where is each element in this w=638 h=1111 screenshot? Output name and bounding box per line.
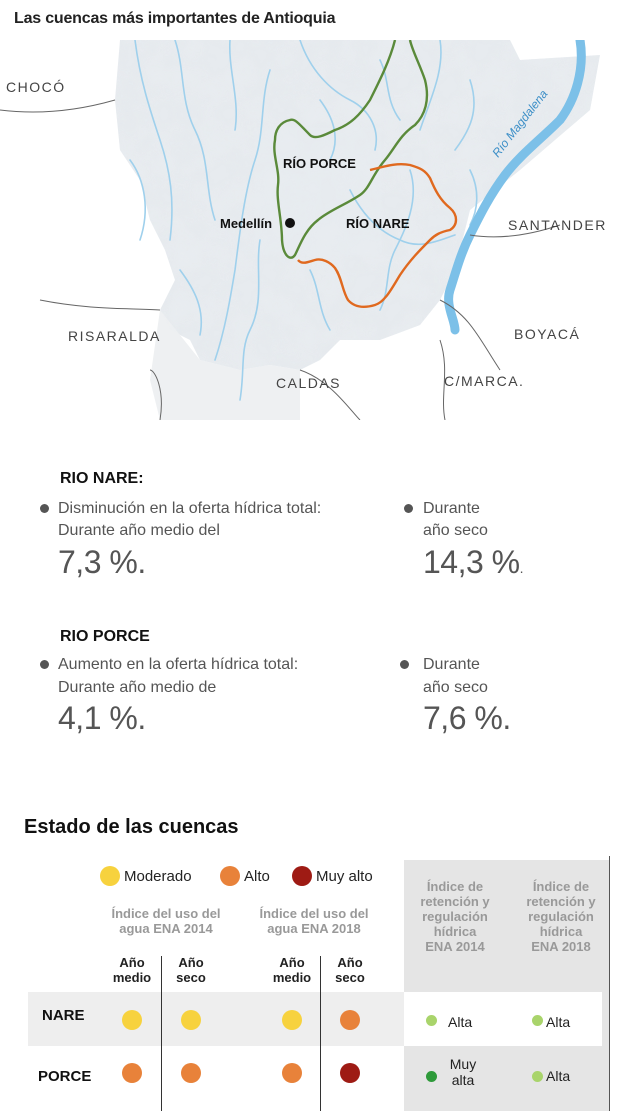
col-group-2014-line2: agua ENA 2014	[119, 921, 213, 936]
col-retention-2018: Índice de retención y regulación hídrica…	[516, 879, 606, 954]
porce-heading: RIO PORCE	[60, 628, 150, 645]
legend-muy-alto-label: Muy alto	[316, 868, 373, 885]
legend-moderado-dot	[100, 866, 120, 886]
nare-2018-medio-dot	[282, 1010, 302, 1030]
porce-medio-value: 4,1 %.	[58, 700, 146, 736]
ret2018-line2: retención y	[526, 894, 596, 909]
map-title: Las cuencas más importantes de Antioquia	[14, 10, 336, 27]
porce-seco-label1: Durante	[423, 656, 480, 673]
sub-2018-medio: Año medio	[266, 955, 318, 985]
legend-muy-alto-dot	[292, 866, 312, 886]
sub-2018-medio-l1: Año	[279, 955, 305, 970]
porce-ret2014-l2: alta	[451, 1072, 475, 1088]
sub-2014-medio-l1: Año	[119, 955, 145, 970]
retention-panel	[404, 860, 610, 1111]
sub-2014-seco-l2: seco	[176, 970, 206, 985]
divider-2018	[320, 956, 321, 1111]
label-rio-porce: RÍO PORCE	[283, 156, 356, 171]
porce-ret2018-dot	[532, 1071, 543, 1082]
porce-2014-seco-dot	[181, 1063, 201, 1083]
porce-desc-line1: Aumento en la oferta hídrica total:	[58, 656, 299, 673]
nare-2018-seco-dot	[340, 1010, 360, 1030]
porce-2018-seco-dot	[340, 1063, 360, 1083]
sub-2018-seco-l1: Año	[337, 955, 363, 970]
label-rio-nare: RÍO NARE	[346, 216, 410, 231]
porce-ret2014-value: Muy alta	[444, 1056, 482, 1088]
col-group-2018: Índice del uso del agua ENA 2018	[244, 906, 384, 936]
region-cmarca: C/MARCA.	[444, 373, 524, 389]
sub-2014-medio: Año medio	[106, 955, 158, 985]
sub-2018-seco-l2: seco	[335, 970, 365, 985]
nare-2014-seco-dot	[181, 1010, 201, 1030]
estado-title: Estado de las cuencas	[24, 816, 239, 838]
nare-medio-value: 7,3 %.	[58, 544, 146, 580]
ret2014-line5: ENA 2014	[425, 939, 485, 954]
row-label-nare: NARE	[42, 1007, 85, 1024]
nare-ret2014-value: Alta	[448, 1014, 473, 1030]
department-borders	[0, 99, 561, 420]
porce-basin-outline	[273, 40, 429, 259]
ret2018-line1: Índice de	[532, 879, 590, 894]
row-label-porce: PORCE	[38, 1068, 92, 1085]
sub-2014-seco: Año seco	[165, 955, 217, 985]
porce-ret2014-l1: Muy	[449, 1056, 477, 1072]
divider-2014	[161, 956, 162, 1111]
nare-bullet-medio	[40, 504, 49, 513]
nare-bullet-seco	[404, 504, 413, 513]
sub-2014-medio-l2: medio	[112, 970, 152, 985]
region-caldas: CALDAS	[276, 375, 341, 391]
nare-ret2018-dot	[532, 1015, 543, 1026]
col-retention-2014: Índice de retención y regulación hídrica…	[410, 879, 500, 954]
porce-ret2014-dot	[426, 1071, 437, 1082]
legend-alto-label: Alto	[244, 868, 270, 885]
nare-2014-medio-dot	[122, 1010, 142, 1030]
antioquia-map: CHOCÓ SANTANDER RISARALDA BOYACÁ CALDAS …	[0, 40, 607, 420]
nare-seco-value: 14,3 %	[423, 544, 520, 580]
region-boyaca: BOYACÁ	[514, 326, 580, 342]
label-medellin: Medellín	[220, 216, 272, 231]
col-group-2018-line1: Índice del uso del	[259, 906, 369, 921]
porce-bullet-medio	[40, 660, 49, 669]
region-santander: SANTANDER	[508, 217, 607, 233]
porce-ret2018-value: Alta	[546, 1068, 571, 1084]
ret2018-line5: ENA 2018	[531, 939, 591, 954]
retention-panel-edge	[609, 856, 610, 1111]
medellin-marker	[285, 218, 295, 228]
nare-desc-line2: Durante año medio del	[58, 522, 220, 539]
sub-2014-seco-l1: Año	[178, 955, 204, 970]
ret2018-line3: regulación	[528, 909, 594, 924]
nare-seco-label2: año seco	[423, 522, 488, 539]
nare-ret2018-value: Alta	[546, 1014, 571, 1030]
retention-cell-nare	[404, 992, 602, 1046]
col-group-2014: Índice del uso del agua ENA 2014	[96, 906, 236, 936]
nare-ret2014-dot	[426, 1015, 437, 1026]
region-choco: CHOCÓ	[6, 79, 66, 95]
ret2014-line2: retención y	[420, 894, 490, 909]
ret2014-line1: Índice de	[426, 879, 484, 894]
porce-2018-medio-dot	[282, 1063, 302, 1083]
porce-seco-value: 7,6 %.	[423, 700, 511, 736]
legend-moderado-label: Moderado	[124, 868, 192, 885]
porce-2014-medio-dot	[122, 1063, 142, 1083]
nare-desc-line1: Disminución en la oferta hídrica total:	[58, 500, 322, 517]
nare-seco-value-wrap: 14,3 %.	[423, 544, 524, 581]
region-risaralda: RISARALDA	[68, 328, 161, 344]
nare-heading: RIO NARE:	[60, 470, 144, 487]
porce-desc-line2: Durante año medio de	[58, 679, 217, 696]
nare-seco-label1: Durante	[423, 500, 480, 517]
nare-seco-suffix: .	[519, 560, 524, 576]
porce-bullet-seco	[400, 660, 409, 669]
legend-alto-dot	[220, 866, 240, 886]
col-group-2014-line1: Índice del uso del	[111, 906, 221, 921]
col-group-2018-line2: agua ENA 2018	[267, 921, 361, 936]
ret2014-line3: regulación	[422, 909, 488, 924]
sub-2018-medio-l2: medio	[272, 970, 312, 985]
magdalena-river	[444, 40, 586, 335]
nare-basin-outline	[297, 163, 458, 309]
ret2018-line4: hídrica	[539, 924, 583, 939]
sub-2018-seco: Año seco	[324, 955, 376, 985]
ret2014-line4: hídrica	[433, 924, 477, 939]
porce-seco-label2: año seco	[423, 679, 488, 696]
